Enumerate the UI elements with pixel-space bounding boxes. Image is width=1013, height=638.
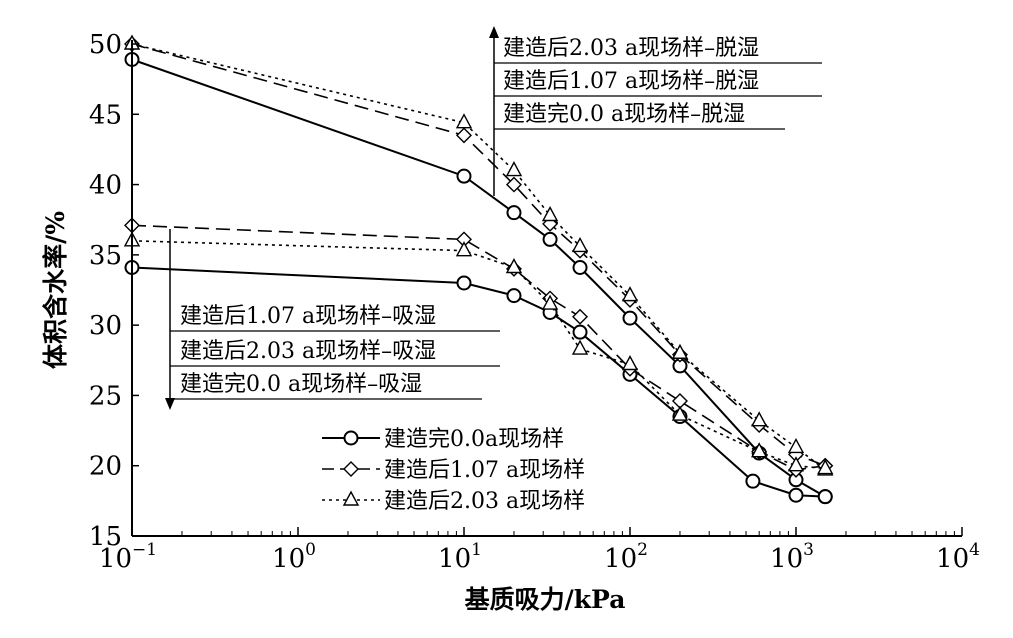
legend-label-1: 建造后1.07 a现场样 bbox=[384, 458, 585, 483]
data-point bbox=[671, 405, 689, 421]
legend-item-0: 建造完0.0a现场样 bbox=[322, 427, 564, 452]
x-tick-label: 102 bbox=[604, 540, 648, 574]
drying-annotation: 建造后2.03 a现场样–脱湿 建造后1.07 a现场样–脱湿 建造完0.0 a… bbox=[489, 26, 822, 196]
data-point bbox=[817, 459, 834, 475]
data-point bbox=[621, 286, 639, 302]
data-point bbox=[571, 236, 589, 253]
wetting-label-3: 建造完0.0 a现场样–吸湿 bbox=[180, 372, 422, 397]
y-tick-label: 35 bbox=[89, 241, 122, 271]
wetting-arrow-head bbox=[165, 398, 175, 410]
wetting-annotation: 建造后1.07 a现场样–吸湿 建造后2.03 a现场样–吸湿 建造完0.0 a… bbox=[165, 229, 500, 410]
data-point bbox=[505, 161, 523, 177]
wetting-label-1: 建造后1.07 a现场样–吸湿 bbox=[180, 304, 436, 329]
data-point bbox=[455, 241, 473, 257]
data-point bbox=[541, 294, 559, 310]
drying-label-3: 建造完0.0 a现场样–脱湿 bbox=[503, 102, 745, 127]
legend-item-2: 建造后2.03 a现场样 bbox=[322, 489, 585, 514]
y-axis-title: 体积含水率/% bbox=[41, 211, 70, 369]
series-s2_wet bbox=[123, 231, 834, 475]
legend-marker-1 bbox=[343, 461, 359, 477]
y-tick-label: 25 bbox=[89, 381, 122, 411]
legend-label-2: 建造后2.03 a现场样 bbox=[384, 489, 585, 514]
data-point bbox=[751, 442, 768, 458]
data-point bbox=[456, 168, 472, 184]
y-tick-label: 30 bbox=[89, 311, 122, 341]
data-point bbox=[456, 127, 472, 144]
data-point bbox=[572, 308, 589, 325]
legend-label-0: 建造完0.0a现场样 bbox=[384, 427, 564, 452]
series-layer bbox=[123, 34, 834, 505]
data-point bbox=[541, 206, 559, 222]
data-point bbox=[621, 355, 639, 371]
data-point bbox=[622, 310, 638, 326]
x-tick-label: 101 bbox=[438, 540, 482, 574]
data-point bbox=[572, 260, 588, 276]
series-line bbox=[131, 240, 826, 470]
x-tick-label: 103 bbox=[770, 540, 814, 574]
y-tick-label: 15 bbox=[89, 522, 122, 552]
data-point bbox=[788, 487, 804, 503]
x-tick-label: 10−1 bbox=[99, 540, 157, 574]
wetting-label-2: 建造后2.03 a现场样–吸湿 bbox=[180, 339, 436, 364]
y-tick-label: 45 bbox=[89, 100, 122, 130]
data-point bbox=[745, 473, 761, 489]
series-line bbox=[131, 266, 826, 498]
legend-item-1: 建造后1.07 a现场样 bbox=[322, 458, 585, 483]
data-point bbox=[456, 275, 472, 291]
data-point bbox=[671, 343, 689, 359]
y-tick-label: 40 bbox=[89, 171, 122, 201]
data-point bbox=[571, 339, 589, 355]
series-line bbox=[131, 224, 826, 471]
data-point bbox=[542, 231, 558, 247]
data-point bbox=[505, 176, 522, 193]
y-tick-label: 20 bbox=[89, 452, 122, 482]
data-point bbox=[505, 258, 523, 274]
x-axis-title: 基质吸力/kPa bbox=[465, 585, 626, 614]
data-point bbox=[817, 489, 833, 505]
tick-layer: 15 20 25 30 35 40 45 50 10−1 100 101 102 103 104 bbox=[89, 30, 980, 574]
drying-label-1: 建造后2.03 a现场样–脱湿 bbox=[503, 36, 759, 61]
data-point bbox=[751, 411, 768, 427]
legend: 建造完0.0a现场样 建造后1.07 a现场样 建造后2.03 a现场样 bbox=[322, 427, 585, 514]
x-tick-label: 100 bbox=[272, 540, 316, 574]
legend-marker-2 bbox=[342, 490, 360, 506]
data-point bbox=[787, 437, 805, 454]
series-line bbox=[131, 58, 826, 498]
data-point bbox=[506, 288, 522, 304]
axes bbox=[131, 40, 962, 537]
data-point bbox=[787, 456, 805, 472]
data-point bbox=[506, 205, 522, 221]
x-tick-label: 104 bbox=[936, 540, 980, 574]
series-line bbox=[131, 43, 826, 471]
series-line bbox=[131, 43, 826, 467]
drying-label-2: 建造后1.07 a现场样–脱湿 bbox=[503, 69, 759, 94]
data-point bbox=[455, 113, 473, 129]
y-tick-label: 50 bbox=[89, 30, 122, 60]
drying-arrow-head bbox=[489, 26, 499, 38]
legend-marker-0 bbox=[343, 430, 359, 446]
data-point bbox=[572, 324, 588, 340]
